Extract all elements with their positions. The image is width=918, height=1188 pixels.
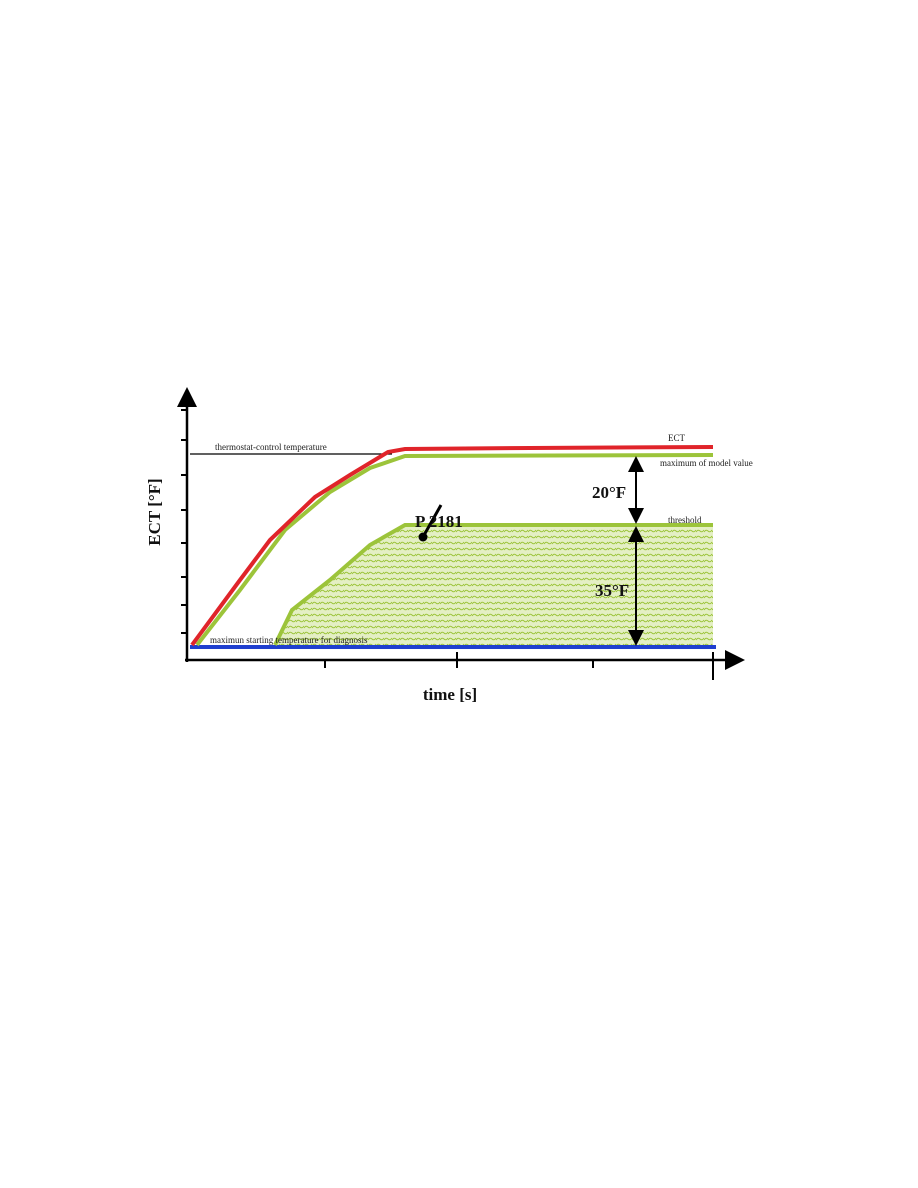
code-label: P 2181 [415,512,463,531]
pointer [421,504,443,538]
model-curve [195,453,714,647]
diagnosis-region [275,525,713,645]
y-axis-label: ECT [°F] [145,478,164,545]
chart-area: thermostat-control temperature ECT maxim… [145,387,753,704]
label: ECT [668,433,686,443]
label: threshold [668,515,702,525]
gap-label: 35°F [595,581,629,600]
label: thermostat-control temperature [215,442,327,452]
y-ticks [181,409,187,634]
pointer-dot [418,532,428,542]
x-ticks [324,652,714,680]
gap-label: 20°F [592,483,626,502]
ect-curve [190,445,714,647]
threshold-curve [273,523,713,646]
label: maximun starting temperature for diagnos… [210,635,368,645]
x-axis-label: time [s] [423,685,477,704]
label: maximum of model value [660,458,753,468]
